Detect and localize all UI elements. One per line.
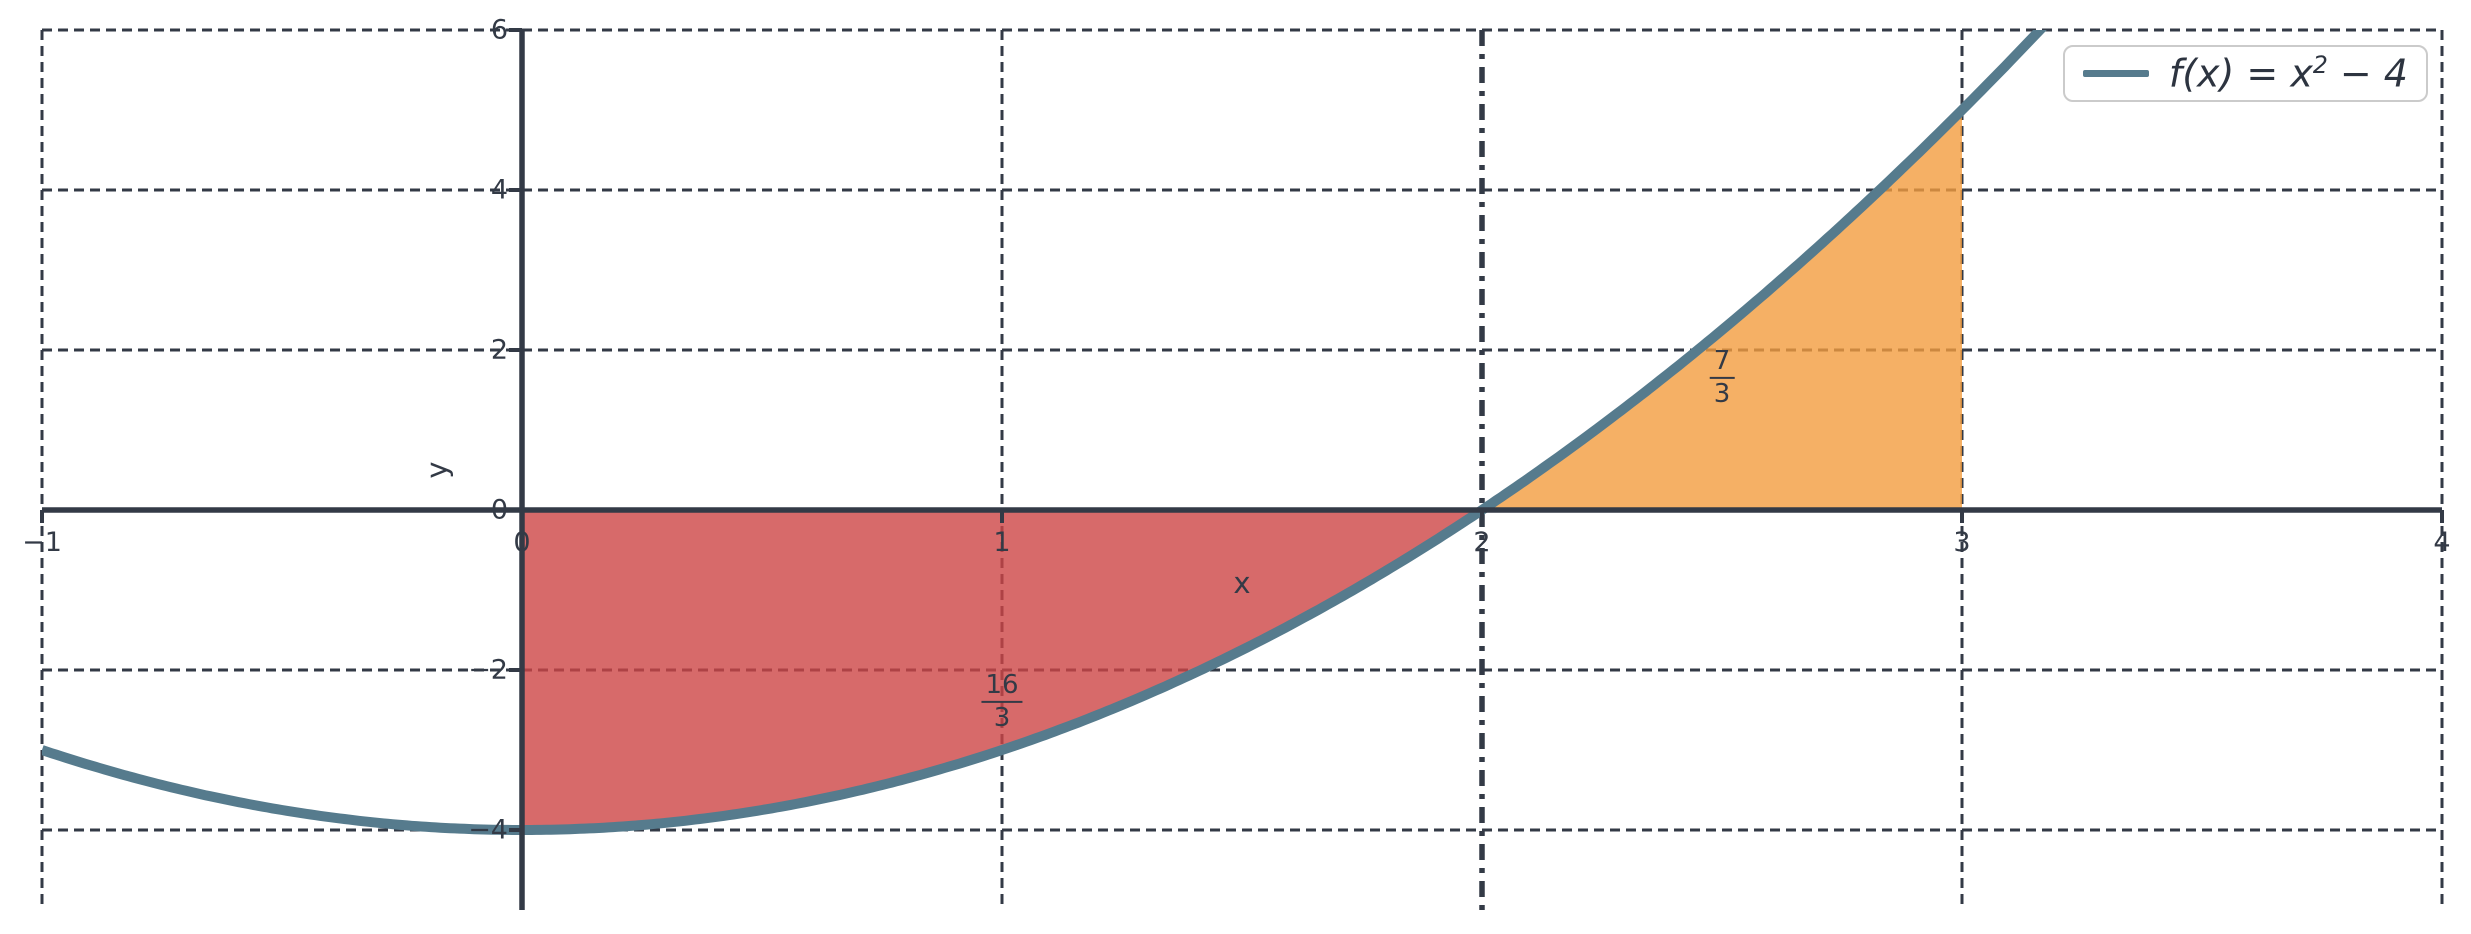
- y-tick-label: 4: [490, 174, 508, 206]
- function-curve: [42, 30, 2047, 835]
- legend: f(x) = x2 − 4: [2062, 45, 2428, 102]
- x-tick-label: 2: [1473, 527, 1491, 558]
- area-label-7-3: 7 3: [1709, 346, 1735, 409]
- legend-line-swatch: [2082, 70, 2149, 77]
- legend-label: f(x) = x2 − 4: [2168, 51, 2408, 96]
- fraction-numerator: 7: [1709, 346, 1735, 379]
- x-tick-label: −1: [22, 527, 62, 558]
- y-tick-label: 0: [490, 494, 508, 526]
- shaded-area-above-axis: [1482, 110, 1962, 510]
- x-tick-label: 4: [2433, 527, 2451, 558]
- area-label-16-3: 16 3: [981, 670, 1023, 733]
- shaded-area-below-axis: [522, 510, 1482, 830]
- y-tick-label: −4: [468, 814, 508, 846]
- x-tick-label: 1: [993, 527, 1011, 558]
- fraction-denominator: 3: [1713, 379, 1731, 409]
- x-axis-title: x: [1233, 566, 1251, 600]
- fraction-denominator: 3: [993, 703, 1011, 733]
- x-tick-label: 0: [513, 527, 531, 558]
- fraction-numerator: 16: [981, 670, 1023, 703]
- y-tick-label: 2: [490, 334, 508, 366]
- y-tick-label: −2: [468, 654, 508, 686]
- x-tick-label: 3: [1953, 527, 1971, 558]
- y-axis-title: y: [420, 461, 454, 479]
- y-tick-label: 6: [490, 14, 508, 46]
